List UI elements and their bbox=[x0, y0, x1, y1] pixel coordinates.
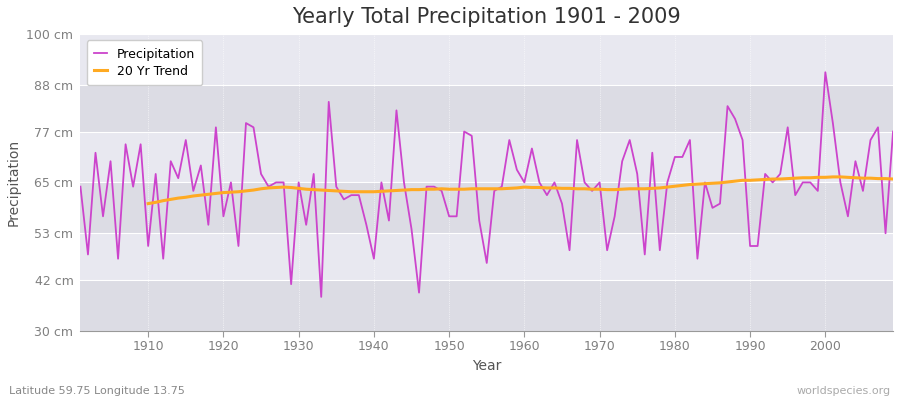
Precipitation bbox=[820, 70, 831, 75]
Text: worldspecies.org: worldspecies.org bbox=[796, 386, 891, 396]
Bar bbox=[80, 132, 893, 182]
Precipitation bbox=[616, 159, 627, 164]
Line: Precipitation: Precipitation bbox=[80, 72, 893, 297]
Precipitation bbox=[526, 146, 537, 151]
Bar bbox=[80, 85, 893, 132]
Precipitation bbox=[75, 184, 86, 189]
Bar bbox=[80, 233, 893, 280]
20 Yr Trend bbox=[143, 201, 154, 206]
Bar bbox=[80, 182, 893, 233]
20 Yr Trend bbox=[887, 177, 898, 182]
Precipitation bbox=[135, 142, 146, 147]
20 Yr Trend bbox=[316, 188, 327, 192]
Precipitation bbox=[301, 222, 311, 227]
Legend: Precipitation, 20 Yr Trend: Precipitation, 20 Yr Trend bbox=[86, 40, 202, 85]
Precipitation bbox=[316, 294, 327, 299]
Y-axis label: Precipitation: Precipitation bbox=[7, 139, 21, 226]
Precipitation bbox=[519, 180, 530, 185]
Bar bbox=[80, 280, 893, 331]
Line: 20 Yr Trend: 20 Yr Trend bbox=[148, 177, 893, 204]
X-axis label: Year: Year bbox=[472, 359, 501, 373]
20 Yr Trend bbox=[587, 187, 598, 192]
20 Yr Trend bbox=[285, 185, 296, 190]
Precipitation bbox=[354, 193, 364, 198]
Text: Latitude 59.75 Longitude 13.75: Latitude 59.75 Longitude 13.75 bbox=[9, 386, 184, 396]
Bar bbox=[80, 34, 893, 85]
20 Yr Trend bbox=[526, 185, 537, 190]
Title: Yearly Total Precipitation 1901 - 2009: Yearly Total Precipitation 1901 - 2009 bbox=[292, 7, 681, 27]
20 Yr Trend bbox=[858, 176, 868, 180]
20 Yr Trend bbox=[835, 174, 846, 179]
Precipitation bbox=[887, 129, 898, 134]
20 Yr Trend bbox=[827, 174, 838, 179]
